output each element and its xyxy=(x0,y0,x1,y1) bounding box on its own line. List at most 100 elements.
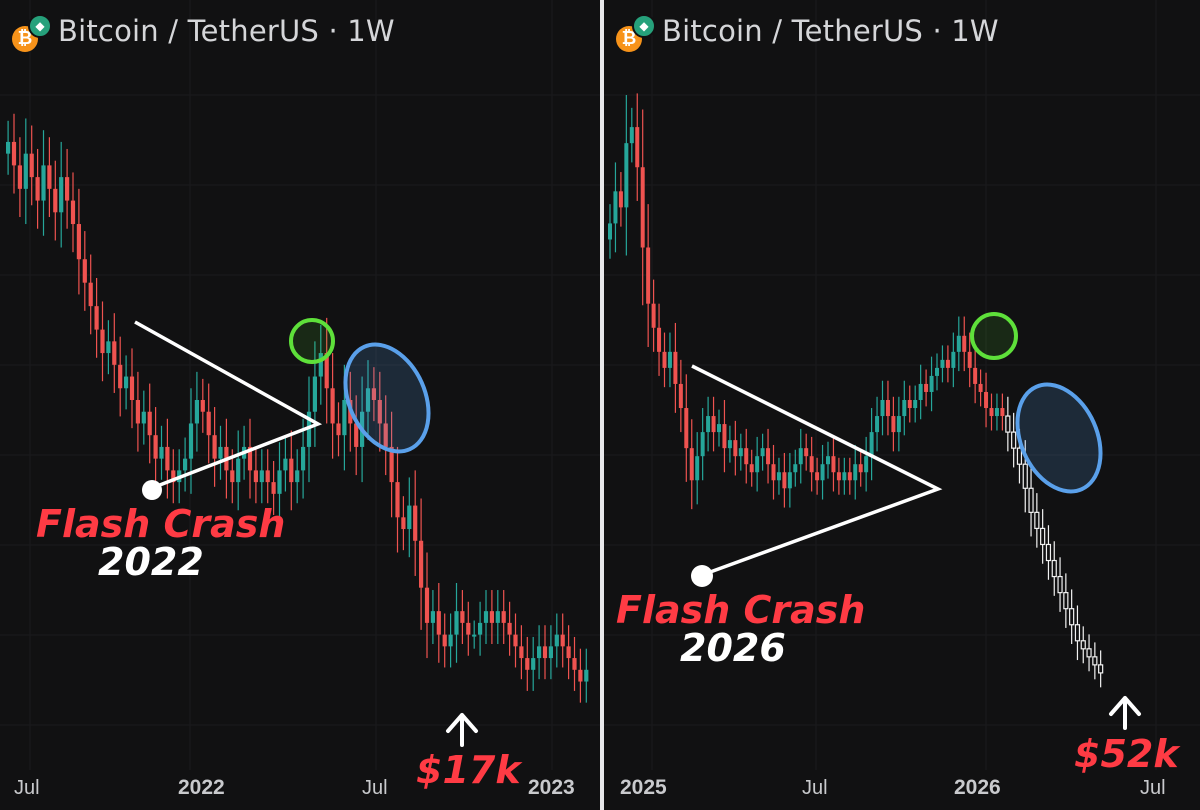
candle xyxy=(646,247,651,304)
candle xyxy=(383,423,388,447)
candle xyxy=(940,359,945,368)
candle xyxy=(984,391,989,409)
flash-crash-label: Flash Crash xyxy=(616,588,866,632)
candle xyxy=(935,367,939,376)
candle xyxy=(159,446,164,459)
candle xyxy=(793,464,798,473)
candle xyxy=(478,622,483,635)
candle xyxy=(289,458,294,483)
projected-candle xyxy=(1011,431,1017,449)
x-tick-label: Jul xyxy=(14,777,40,799)
candle xyxy=(913,400,918,409)
candle xyxy=(695,456,700,481)
flash-crash-year: 2022 xyxy=(98,540,204,584)
candle xyxy=(924,383,929,392)
candle xyxy=(951,351,956,368)
candle xyxy=(41,165,46,201)
candle xyxy=(389,446,394,483)
candle xyxy=(401,517,406,530)
candle xyxy=(377,400,382,424)
candle xyxy=(624,143,629,208)
candle xyxy=(507,622,512,635)
chart-title: Bitcoin / TetherUS · 1W xyxy=(662,14,999,48)
candle xyxy=(424,587,430,623)
projected-candle xyxy=(1098,664,1104,674)
candle xyxy=(836,472,841,481)
projected-candle xyxy=(1086,648,1092,658)
candle xyxy=(711,416,716,433)
blue-ellipse-highlight xyxy=(1015,382,1103,494)
candle xyxy=(787,472,792,489)
candle xyxy=(318,353,323,377)
candle xyxy=(525,658,530,670)
candle xyxy=(956,335,961,352)
candle xyxy=(880,400,885,417)
candle xyxy=(578,669,583,682)
candle xyxy=(165,446,170,471)
projected-candle xyxy=(1080,640,1086,650)
projected-candle xyxy=(1045,543,1052,562)
candle xyxy=(689,448,694,481)
candle xyxy=(88,282,93,307)
candle xyxy=(891,416,896,433)
candlestick-chart-2026 xyxy=(604,0,1200,770)
candle xyxy=(513,634,518,647)
candle xyxy=(153,435,158,459)
candle xyxy=(885,400,890,417)
candle xyxy=(973,367,978,384)
candle xyxy=(804,448,809,457)
candle xyxy=(466,622,471,635)
candle xyxy=(65,177,70,201)
projected-candle xyxy=(1022,463,1028,489)
projected-candle xyxy=(1051,559,1057,578)
candle xyxy=(247,446,253,471)
candle xyxy=(354,423,359,447)
candle xyxy=(365,388,371,412)
candle xyxy=(542,646,548,659)
x-tick-label: Jul xyxy=(1140,777,1166,799)
candle xyxy=(929,375,934,392)
candle xyxy=(124,376,129,389)
candle xyxy=(129,376,135,400)
candle xyxy=(875,416,880,433)
x-tick-label: 2023 xyxy=(528,776,575,799)
candlestick-chart-2022 xyxy=(0,0,600,770)
projected-candle xyxy=(1040,527,1046,546)
candle xyxy=(809,456,814,473)
candle xyxy=(76,224,81,260)
projected-candle xyxy=(1016,447,1023,465)
candle xyxy=(858,464,863,473)
projected-candle xyxy=(1063,592,1069,610)
candle xyxy=(183,458,188,471)
candle xyxy=(442,634,447,647)
candle xyxy=(678,383,683,409)
candle xyxy=(70,200,76,225)
candle xyxy=(749,464,754,473)
candle xyxy=(842,472,847,481)
candle xyxy=(584,669,589,682)
candle xyxy=(413,505,418,541)
candle xyxy=(640,167,645,248)
candle xyxy=(613,191,618,224)
candle xyxy=(869,432,874,457)
candle xyxy=(572,658,577,670)
candle xyxy=(548,646,553,659)
candle xyxy=(135,400,140,424)
candle xyxy=(336,423,341,436)
candle xyxy=(657,327,662,352)
green-circle-highlight xyxy=(289,318,335,364)
candle xyxy=(495,611,500,623)
candle xyxy=(489,611,494,623)
candle xyxy=(820,464,825,481)
chart-panel-2022: ₿ ◆ Bitcoin / TetherUS · 1W Jul 2022 Jul… xyxy=(0,0,600,799)
up-arrow-icon xyxy=(446,713,478,747)
candle xyxy=(171,470,176,483)
projected-candle xyxy=(1074,624,1081,642)
x-tick-label: 2025 xyxy=(620,776,667,799)
candle xyxy=(760,448,765,457)
candle xyxy=(6,141,11,154)
flash-crash-marker xyxy=(142,480,162,500)
x-tick-label: Jul xyxy=(802,777,828,799)
x-tick-label: Jul xyxy=(362,777,388,799)
candle xyxy=(419,540,424,588)
